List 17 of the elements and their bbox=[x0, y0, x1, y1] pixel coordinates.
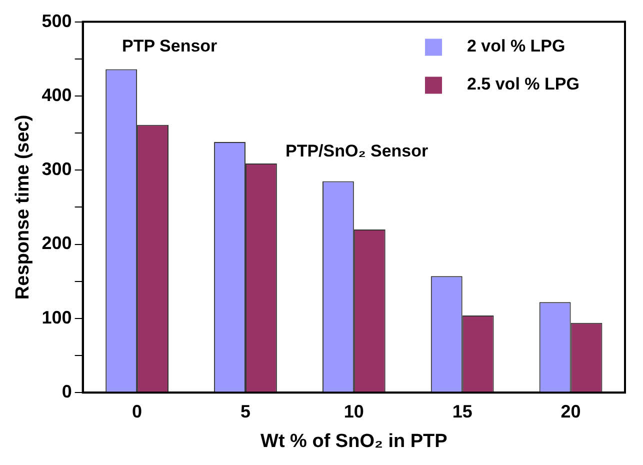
y-axis-title: Response time (sec) bbox=[12, 114, 34, 300]
y-tick-label: 200 bbox=[42, 233, 72, 254]
y-tick-label: 500 bbox=[42, 10, 72, 31]
legend-label: 2 vol % LPG bbox=[467, 36, 566, 56]
x-tick-label: 20 bbox=[560, 401, 581, 422]
annotation: PTP Sensor bbox=[122, 36, 218, 56]
x-tick-label: 10 bbox=[344, 401, 364, 422]
y-tick-label: 100 bbox=[42, 307, 72, 328]
x-tick-label: 15 bbox=[452, 401, 472, 422]
y-tick-label: 400 bbox=[42, 84, 72, 105]
x-axis-title: Wt % of SnO₂ in PTP bbox=[260, 430, 448, 452]
x-tick-label: 5 bbox=[240, 401, 250, 422]
x-tick-label: 0 bbox=[132, 401, 142, 422]
legend-label: 2.5 vol % LPG bbox=[467, 74, 580, 94]
annotation: PTP/SnO₂ Sensor bbox=[285, 141, 429, 160]
y-tick-label: 300 bbox=[42, 159, 72, 180]
y-tick-label: 0 bbox=[62, 382, 72, 402]
